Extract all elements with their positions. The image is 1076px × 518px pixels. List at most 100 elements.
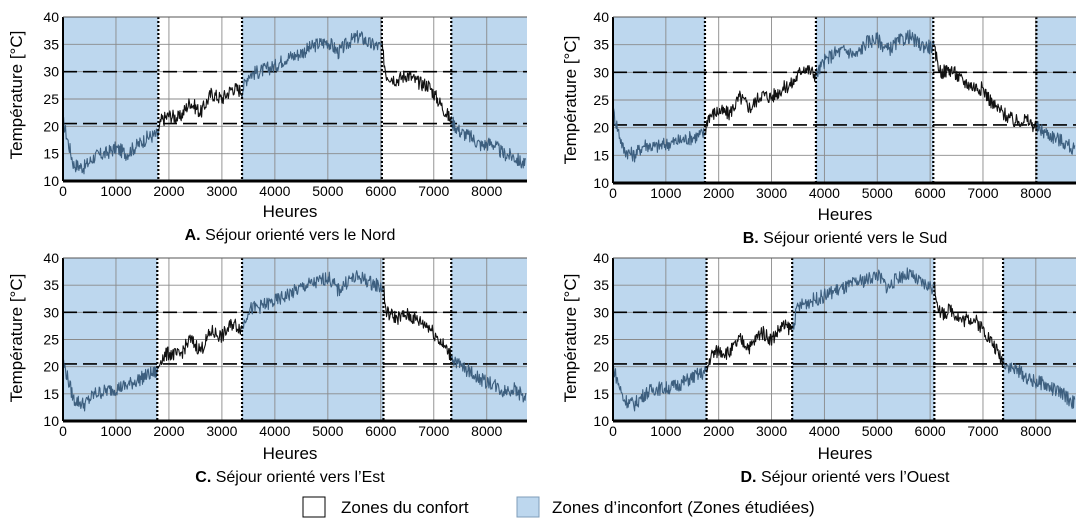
y-tick-label: 35 xyxy=(43,277,59,293)
y-tick-label: 20 xyxy=(593,120,609,136)
temperature-line xyxy=(612,365,708,412)
x-tick-label: 2000 xyxy=(703,423,734,439)
x-tick-label: 5000 xyxy=(312,183,343,199)
y-tick-label: 15 xyxy=(593,147,609,163)
y-tick-label: 35 xyxy=(43,36,59,52)
x-tick-label: 8000 xyxy=(1020,185,1051,201)
x-tick-label: 4000 xyxy=(809,185,840,201)
y-tick-label: 15 xyxy=(43,146,59,162)
panel-title: Séjour orienté vers le Sud xyxy=(763,230,947,247)
y-tick-label: 15 xyxy=(593,386,609,402)
y-tick-label: 30 xyxy=(593,64,609,80)
panel-letter: C. xyxy=(195,469,211,486)
x-tick-labels: 0 1000 2000 3000 4000 5000 6000 7000 8000 xyxy=(59,423,502,439)
temperature-line xyxy=(705,65,817,136)
y-tick-label: 25 xyxy=(593,332,609,348)
axes-frame xyxy=(612,16,1076,185)
temperature-line xyxy=(791,267,936,330)
legend-label-comfort: Zones du confort xyxy=(341,498,469,517)
x-axis-label: Heures xyxy=(818,205,873,224)
y-tick-labels: 10 15 20 25 30 35 40 xyxy=(593,250,609,429)
legend-label-discomfort: Zones d’inconfort (Zones étudiées) xyxy=(552,498,815,517)
panel-caption: A. Séjour orienté vers le Nord xyxy=(185,227,396,244)
x-tick-label: 2000 xyxy=(153,423,184,439)
axes-frame xyxy=(612,257,1076,423)
panel-caption: D. Séjour orienté vers l’Ouest xyxy=(741,469,951,486)
x-tick-label: 2000 xyxy=(153,183,184,199)
panel-caption: C. Séjour orienté vers l’Est xyxy=(195,469,385,486)
temperature-series xyxy=(62,30,527,175)
panel-title: Séjour orienté vers l’Ouest xyxy=(761,469,950,486)
comfort-limit-lines xyxy=(63,311,527,365)
temperature-series xyxy=(62,270,527,412)
y-tick-label: 10 xyxy=(593,175,609,191)
temperature-line xyxy=(933,44,1038,133)
x-tick-label: 3000 xyxy=(756,185,787,201)
x-tick-label: 3000 xyxy=(206,423,237,439)
x-tick-labels: 0 1000 2000 3000 4000 5000 6000 7000 8000 xyxy=(59,183,502,199)
legend: Zones du confort Zones d’inconfort (Zone… xyxy=(302,496,815,518)
x-tick-label: 8000 xyxy=(471,423,502,439)
y-tick-label: 25 xyxy=(43,91,59,107)
y-tick-label: 25 xyxy=(593,92,609,108)
y-tick-label: 10 xyxy=(43,413,59,429)
x-tick-label: 1000 xyxy=(650,185,681,201)
temperature-line xyxy=(450,353,527,403)
y-axis-label: Température [°C] xyxy=(561,36,580,165)
x-tick-label: 7000 xyxy=(967,185,998,201)
x-tick-label: 4000 xyxy=(809,423,840,439)
x-tick-label: 0 xyxy=(609,185,617,201)
comfort-limit-lines xyxy=(613,311,1076,365)
x-tick-label: 5000 xyxy=(862,423,893,439)
y-tick-label: 20 xyxy=(43,359,59,375)
x-tick-label: 6000 xyxy=(365,183,396,199)
x-tick-label: 7000 xyxy=(418,183,449,199)
x-tick-label: 8000 xyxy=(471,183,502,199)
axes-frame xyxy=(62,257,527,423)
y-tick-label: 30 xyxy=(593,304,609,320)
legend-swatch-comfort xyxy=(302,496,326,518)
y-tick-label: 15 xyxy=(43,386,59,402)
y-tick-label: 35 xyxy=(593,37,609,53)
y-tick-label: 30 xyxy=(43,304,59,320)
x-tick-label: 8000 xyxy=(1020,423,1051,439)
temperature-line xyxy=(1002,359,1076,410)
y-tick-label: 10 xyxy=(593,413,609,429)
y-tick-label: 30 xyxy=(43,64,59,80)
zone-boundary-lines xyxy=(705,258,1005,421)
panel-letter: A. xyxy=(185,227,201,244)
temperature-line xyxy=(62,115,160,175)
y-tick-label: 40 xyxy=(593,250,609,266)
gridlines xyxy=(612,257,1076,422)
x-tick-label: 3000 xyxy=(206,183,237,199)
x-tick-label: 5000 xyxy=(862,185,893,201)
y-axis-label: Température [°C] xyxy=(561,274,580,403)
y-tick-label: 40 xyxy=(43,250,59,266)
x-tick-label: 7000 xyxy=(967,423,998,439)
x-axis-label: Heures xyxy=(263,444,318,463)
temperature-line xyxy=(706,319,794,373)
chart-panel-west: 10 15 20 25 30 35 40 0 1000 2000 3000 4000 5000 6000… xyxy=(561,250,1076,486)
x-tick-labels: 0 1000 2000 3000 4000 5000 6000 7000 8000 xyxy=(609,423,1052,439)
panel-letter: B. xyxy=(743,230,759,247)
chart-panel-south: 10 15 20 25 30 35 40 0 1000 2000 3000 4000 5000 6000… xyxy=(561,9,1076,247)
y-tick-label: 10 xyxy=(43,173,59,189)
panel-letter: D. xyxy=(741,469,757,486)
temperature-line xyxy=(241,270,385,330)
panel-caption: B. Séjour orienté vers le Sud xyxy=(743,230,948,247)
zone-boundary-lines xyxy=(157,17,453,181)
x-tick-label: 0 xyxy=(59,423,67,439)
y-tick-label: 20 xyxy=(593,359,609,375)
y-tick-labels: 10 15 20 25 30 35 40 xyxy=(43,9,59,189)
comfort-limit-lines xyxy=(613,71,1076,126)
y-tick-labels: 10 15 20 25 30 35 40 xyxy=(43,250,59,429)
temperature-line xyxy=(381,41,452,122)
temperature-line xyxy=(1036,121,1076,155)
temperature-line xyxy=(934,281,1004,367)
x-tick-label: 0 xyxy=(609,423,617,439)
y-tick-label: 20 xyxy=(43,118,59,134)
x-tick-label: 4000 xyxy=(259,423,290,439)
legend-swatch-discomfort xyxy=(516,496,540,518)
x-tick-label: 6000 xyxy=(365,423,396,439)
